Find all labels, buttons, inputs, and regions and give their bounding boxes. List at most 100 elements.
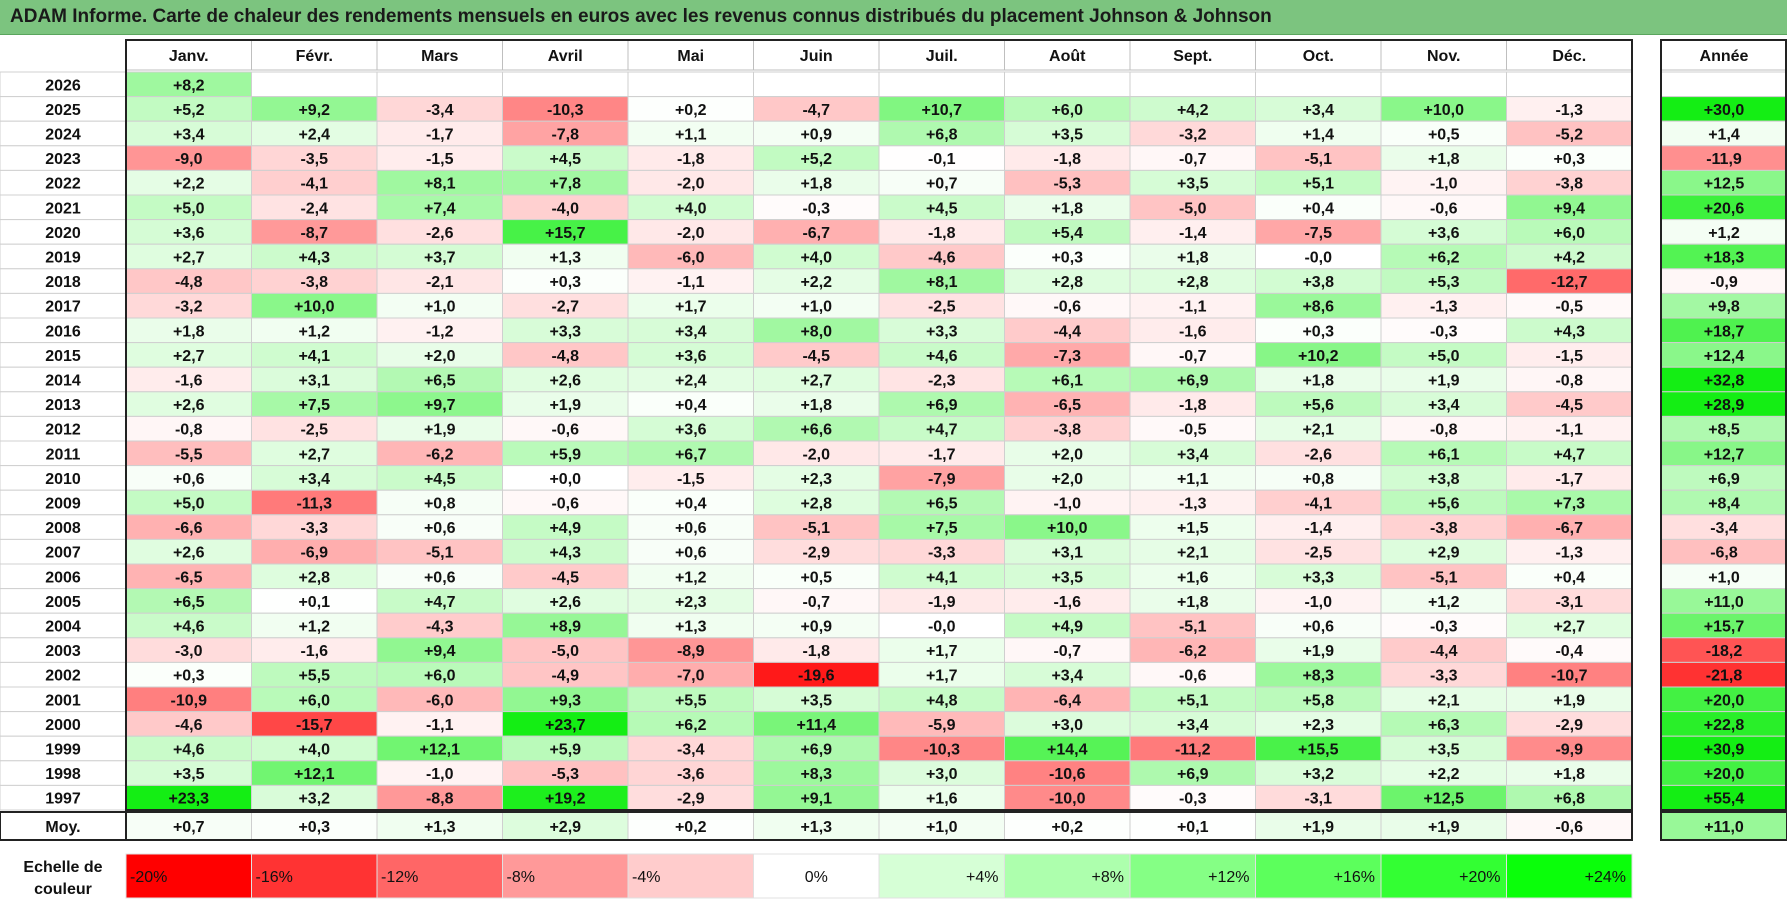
cell-value: -6,9 — [300, 545, 328, 562]
heatmap-cell — [376, 465, 503, 491]
cell-value: +6,7 — [675, 446, 707, 463]
heatmap-cell — [1129, 415, 1256, 442]
heatmap-cell — [1129, 760, 1256, 786]
year-label: 2016 — [45, 323, 81, 340]
cell-value: +0,5 — [1428, 127, 1460, 144]
heatmap-cell — [376, 588, 503, 614]
heatmap-cell — [1129, 686, 1256, 713]
cell-value: -0,7 — [802, 594, 830, 611]
column-header-label: Juin — [800, 48, 833, 65]
cell-value: -4,5 — [802, 348, 830, 365]
heatmap-cell — [1129, 612, 1256, 639]
heatmap-cell — [627, 784, 754, 811]
average-annual-value: +11,0 — [1704, 819, 1744, 836]
heatmap-cell — [251, 243, 378, 270]
cell-value: +3,5 — [1051, 127, 1083, 144]
heatmap-cell — [753, 661, 880, 688]
heatmap-cell — [1255, 612, 1382, 639]
cell-value: -4,3 — [426, 619, 454, 636]
heatmap-cell — [1129, 538, 1256, 565]
average-cell — [502, 811, 629, 841]
scale-swatch — [251, 853, 378, 899]
year-label: 2010 — [45, 471, 81, 488]
heatmap-cell — [1380, 219, 1507, 245]
year-label-cell — [0, 342, 127, 368]
average-value: +1,3 — [800, 819, 832, 836]
heatmap-cell — [1129, 145, 1256, 171]
cell-value: +5,6 — [1428, 496, 1460, 513]
heatmap-cell — [753, 686, 880, 713]
cell-value: +0,4 — [675, 496, 707, 513]
heatmap-cell — [1004, 661, 1131, 688]
heatmap-cell — [1129, 735, 1256, 762]
cell-value: +1,8 — [800, 176, 832, 193]
average-value: +0,3 — [298, 819, 330, 836]
cell-value: +3,5 — [1051, 569, 1083, 586]
cell-value: +8,3 — [800, 766, 832, 783]
cell-value: +4,7 — [424, 594, 456, 611]
cell-value: +1,0 — [800, 299, 832, 316]
heatmap-cell — [1004, 514, 1131, 540]
heatmap-cell — [1506, 96, 1633, 122]
cell-value: -2,0 — [677, 176, 705, 193]
heatmap-cell — [251, 760, 378, 786]
year-label-cell — [0, 784, 127, 811]
grid-border — [125, 39, 1633, 811]
cell-value: +7,5 — [298, 397, 330, 414]
cell-value: -1,4 — [1304, 520, 1332, 537]
heatmap-cell — [878, 169, 1005, 196]
column-header-label: Juil. — [926, 48, 958, 65]
annual-value: -11,9 — [1706, 151, 1742, 168]
cell-value: +4,0 — [800, 250, 832, 267]
cell-value: -1,8 — [677, 151, 705, 168]
heatmap-cell — [1380, 71, 1507, 98]
heatmap-cell — [1380, 194, 1507, 221]
cell-value: +3,5 — [800, 692, 832, 709]
annual-value: +55,4 — [1704, 791, 1745, 808]
annual-cell — [1660, 514, 1787, 540]
average-value: -0,6 — [1555, 819, 1583, 836]
cell-value: +4,1 — [298, 348, 330, 365]
heatmap-cell — [502, 440, 629, 467]
cell-value: -1,1 — [1555, 422, 1583, 439]
annual-cell — [1660, 366, 1787, 393]
heatmap-cell — [627, 637, 754, 663]
scale-swatch — [1506, 853, 1633, 899]
heatmap-cell — [502, 391, 629, 417]
cell-value: +14,4 — [1047, 742, 1088, 759]
average-value: +0,2 — [675, 819, 707, 836]
heatmap-cell — [627, 612, 754, 639]
column-header-label: Août — [1049, 48, 1086, 65]
cell-value: +5,2 — [173, 102, 205, 119]
heatmap-cell — [502, 366, 629, 393]
year-label: 2021 — [45, 200, 81, 217]
heatmap-cell — [878, 415, 1005, 442]
cell-value: +2,1 — [1428, 692, 1460, 709]
cell-value: +0,4 — [1553, 569, 1585, 586]
cell-value: -6,5 — [175, 569, 203, 586]
cell-value: +0,4 — [1302, 200, 1334, 217]
heatmap-cell — [1380, 169, 1507, 196]
cell-value: +1,2 — [1428, 594, 1460, 611]
cell-value: +1,1 — [675, 127, 707, 144]
cell-value: -0,0 — [928, 619, 956, 636]
cell-value: -4,8 — [175, 274, 203, 291]
cell-value: +9,3 — [549, 692, 581, 709]
heatmap-cell — [753, 268, 880, 294]
cell-value: +5,5 — [298, 668, 330, 685]
cell-value: +4,3 — [1553, 323, 1585, 340]
heatmap-cell — [1506, 120, 1633, 147]
heatmap-cell — [1380, 784, 1507, 811]
heatmap-cell — [627, 243, 754, 270]
annual-value: +11,0 — [1704, 594, 1744, 611]
heatmap-cell — [627, 219, 754, 245]
cell-value: +6,9 — [926, 397, 958, 414]
year-label: 2002 — [45, 668, 81, 685]
heatmap-cell — [502, 563, 629, 590]
cell-value: +4,6 — [926, 348, 958, 365]
heatmap-cell — [1255, 243, 1382, 270]
year-label: 2024 — [45, 127, 81, 144]
heatmap-cell — [1255, 588, 1382, 614]
title-bar: ADAM Informe. Carte de chaleur des rende… — [0, 0, 1787, 35]
year-label: 2012 — [45, 422, 81, 439]
